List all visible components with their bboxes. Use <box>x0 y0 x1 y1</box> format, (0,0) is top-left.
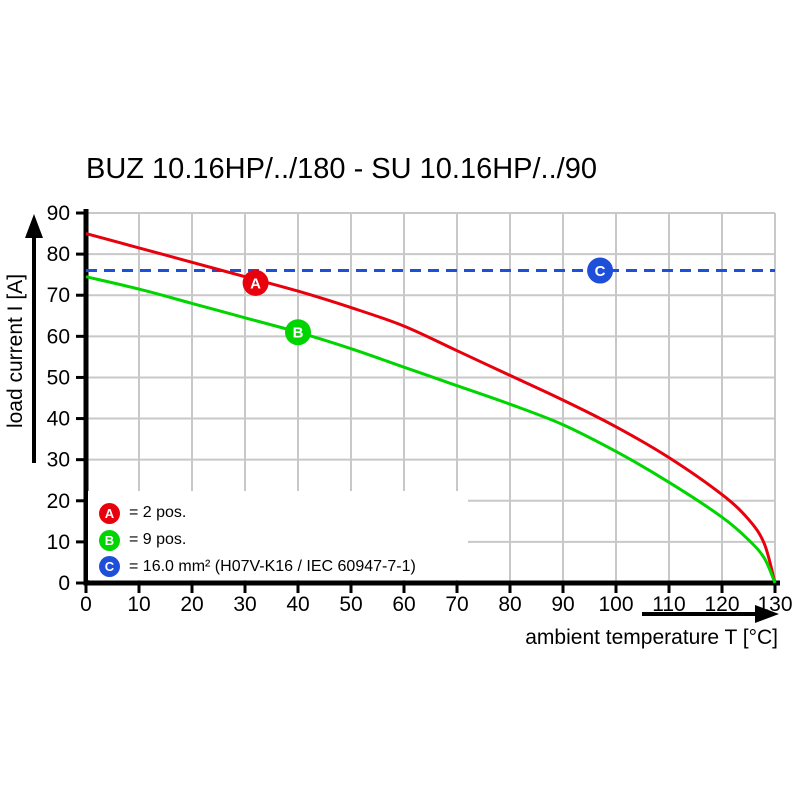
x-tick-label: 30 <box>233 593 256 616</box>
y-tick-label: 90 <box>47 202 70 225</box>
x-tick-label: 10 <box>127 593 150 616</box>
y-tick-label: 70 <box>47 284 70 307</box>
x-axis-arrowhead-icon <box>755 605 779 623</box>
x-tick-label: 110 <box>652 593 685 616</box>
y-tick-label: 80 <box>47 243 70 266</box>
y-axis-arrowhead-icon <box>25 214 43 238</box>
marker-b-icon <box>285 319 311 346</box>
curve-b <box>85 275 777 584</box>
x-tick-label: 60 <box>392 593 415 616</box>
y-tick-label: 40 <box>47 408 70 431</box>
legend-item-c: C = 16.0 mm² (H07V-K16 / IEC 60947-7-1) <box>88 553 468 580</box>
y-tick-label: 20 <box>47 490 70 513</box>
legend-label-c: = 16.0 mm² (H07V-K16 / IEC 60947-7-1) <box>129 557 416 575</box>
x-tick-label: 50 <box>339 593 362 616</box>
legend-item-a: A = 2 pos. <box>88 500 468 527</box>
legend: A = 2 pos. B = 9 pos. C = 16.0 mm² (H07V… <box>88 491 468 580</box>
y-tick-label: 50 <box>47 366 70 389</box>
y-tick-label: 0 <box>58 572 70 595</box>
legend-label-a: = 2 pos. <box>129 504 187 522</box>
x-tick-label: 120 <box>704 593 739 616</box>
x-tick-label: 0 <box>80 593 92 616</box>
legend-label-b: = 9 pos. <box>129 531 187 548</box>
legend-item-b: B = 9 pos. <box>88 527 468 554</box>
curve-a <box>85 232 777 584</box>
x-tick-label: 70 <box>445 593 468 616</box>
legend-marker-c-icon: C <box>99 556 120 578</box>
x-tick-label: 20 <box>180 593 203 616</box>
marker-c-icon <box>587 257 614 284</box>
y-tick-label: 10 <box>47 531 70 554</box>
x-tick-label: 40 <box>286 593 309 616</box>
y-tick-label: 60 <box>47 325 70 348</box>
marker-a-label: A <box>250 275 261 292</box>
chart-title: BUZ 10.16HP/../180 - SU 10.16HP/../90 <box>86 153 597 185</box>
x-tick-label: 80 <box>498 593 521 616</box>
marker-a-icon <box>242 269 269 296</box>
x-tick-label: 90 <box>551 593 574 616</box>
marker-b-label: B <box>293 325 304 342</box>
legend-marker-a-icon: A <box>99 502 120 524</box>
marker-c-label: C <box>595 263 606 280</box>
y-tick-label: 30 <box>47 449 70 472</box>
x-axis-label: ambient temperature T [°C] <box>525 626 778 649</box>
x-tick-label: 100 <box>598 593 633 616</box>
legend-marker-b-icon: B <box>99 529 120 551</box>
